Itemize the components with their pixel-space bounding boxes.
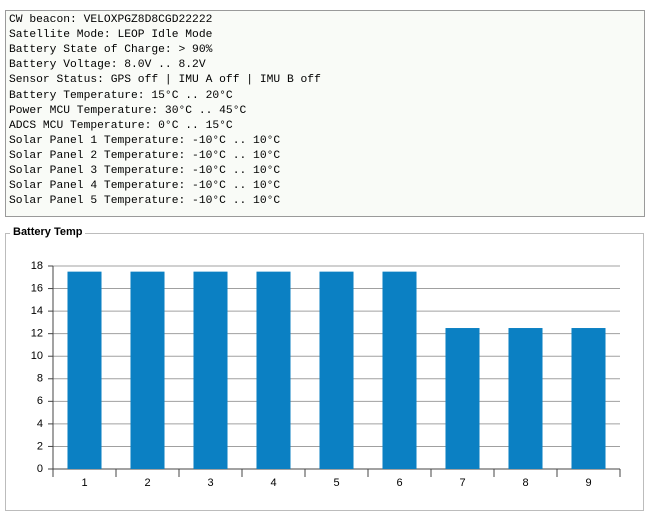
x-tick-label: 4 — [270, 477, 276, 489]
text-line: Solar Panel 3 Temperature: -10°C .. 10°C — [9, 165, 281, 177]
x-tick-label: 1 — [81, 477, 87, 489]
y-tick-label: 10 — [31, 350, 43, 362]
x-tick-label: 2 — [144, 477, 150, 489]
text-line: Battery Temperature: 15°C .. 20°C — [9, 89, 233, 102]
text-line: Solar Panel 4 Temperature: -10°C .. 10°C — [9, 180, 281, 193]
bar — [508, 328, 543, 469]
y-tick-label: 14 — [31, 305, 43, 317]
y-tick-label: 12 — [31, 328, 43, 340]
y-tick-label: 8 — [37, 373, 43, 385]
y-tick-label: 16 — [31, 282, 43, 294]
text-line: Battery Voltage: 8.0V .. 8.2V — [9, 59, 206, 72]
x-tick-label: 7 — [459, 477, 465, 489]
chart-title: Battery Temp — [10, 225, 86, 239]
chart-group-box — [5, 233, 644, 511]
bar — [382, 271, 417, 469]
text-line: Battery State of Charge: > 90% — [9, 44, 213, 57]
x-tick-label: 6 — [396, 477, 402, 489]
bar — [256, 271, 291, 469]
y-tick-label: 6 — [37, 395, 43, 407]
bar — [319, 271, 354, 469]
bar — [571, 328, 606, 469]
bar — [445, 328, 480, 469]
bar — [193, 271, 228, 469]
text-line: Solar Panel 1 Temperature: -10°C .. 10°C — [9, 134, 281, 147]
y-tick-label: 18 — [31, 260, 43, 272]
text-line: Satellite Mode: LEOP Idle Mode — [9, 29, 213, 42]
y-tick-label: 0 — [37, 463, 43, 475]
bar — [67, 271, 102, 469]
y-tick-label: 4 — [37, 418, 43, 430]
text-line: Sensor Status: GPS off | IMU A off | IMU… — [9, 74, 321, 87]
bar — [130, 271, 165, 469]
beacon-text-box: CW beacon: VELOXPGZ8D8CGD22222 Satellite … — [5, 10, 645, 217]
text-line: Power MCU Temperature: 30°C .. 45°C — [9, 104, 247, 117]
x-tick-label: 3 — [207, 477, 213, 489]
text-line: ADCS MCU Temperature: 0°C .. 15°C — [9, 119, 233, 132]
text-line: Solar Panel 5 Temperature: -10°C .. 10°C — [9, 195, 281, 208]
x-tick-label: 5 — [333, 477, 339, 489]
text-line: CW beacon: VELOXPGZ8D8CGD22222 — [9, 14, 213, 26]
x-tick-label: 8 — [522, 477, 528, 489]
y-tick-label: 2 — [37, 440, 43, 452]
x-tick-label: 9 — [585, 477, 591, 489]
text-line: Solar Panel 2 Temperature: -10°C .. 10°C — [9, 149, 281, 162]
